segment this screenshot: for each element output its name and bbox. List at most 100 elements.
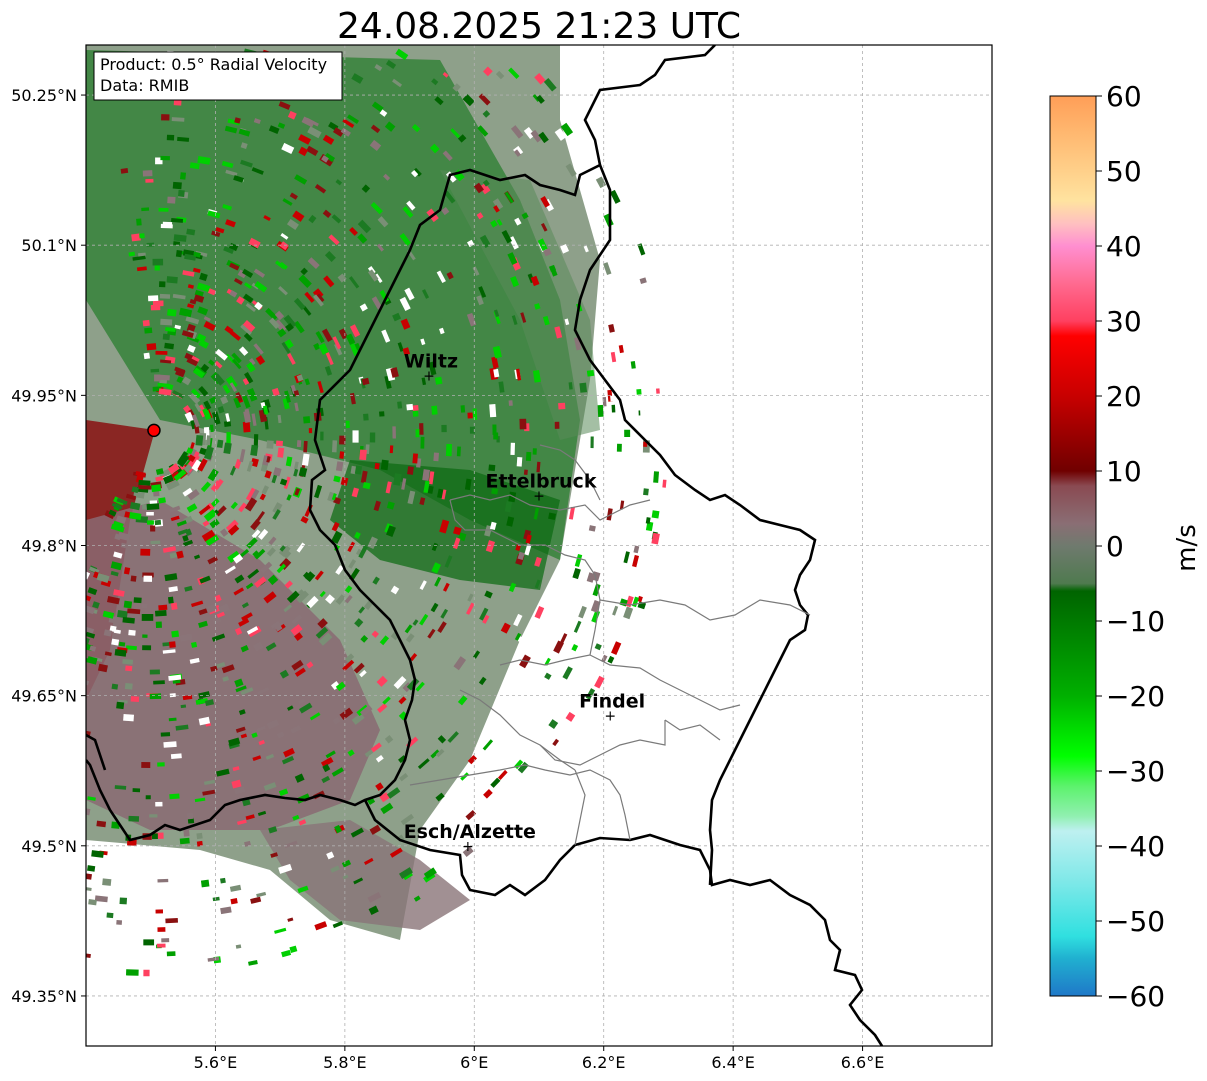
echo-bin: [266, 547, 276, 557]
echo-bin: [187, 284, 194, 289]
echo-bin: [285, 322, 294, 332]
echo-bin: [173, 469, 187, 482]
echo-bin: [234, 117, 241, 124]
echo-bin: [370, 124, 381, 134]
colorbar-bar: [1049, 95, 1097, 997]
echo-bin: [166, 308, 177, 317]
city-marker: +: [462, 839, 474, 855]
echo-bin: [182, 539, 194, 547]
echo-bin: [165, 479, 180, 491]
echo-bin: [264, 470, 272, 479]
echo-bin: [431, 542, 438, 552]
echo-bin: [137, 484, 152, 490]
echo-bin: [340, 127, 351, 137]
echo-bin: [293, 297, 306, 311]
country-border-south: [363, 799, 884, 1046]
echo-bin: [489, 404, 497, 418]
y-tick-label: 49.5°N: [21, 837, 77, 856]
echo-bin: [500, 622, 511, 634]
echo-bin: [301, 453, 310, 466]
echo-bin: [554, 326, 563, 339]
echo-bin: [433, 452, 440, 462]
echo-bin: [334, 824, 342, 834]
echo-bin: [225, 413, 231, 422]
echo-bin: [209, 424, 214, 433]
echo-bin: [250, 896, 262, 904]
echo-bin: [306, 661, 314, 669]
echo-bin: [89, 566, 100, 574]
echo-bin: [243, 282, 253, 290]
echo-bin: [278, 863, 293, 874]
echo-bin: [325, 352, 334, 366]
echo-bin: [397, 342, 404, 352]
echo-bin: [182, 270, 195, 277]
echo-bin: [349, 392, 356, 405]
echo-bin: [291, 659, 304, 671]
echo-bin: [633, 545, 640, 554]
echo-bin: [109, 625, 117, 633]
echo-bin: [377, 216, 389, 228]
echo-bin: [170, 602, 178, 610]
echo-bin: [246, 626, 259, 635]
echo-bin: [224, 125, 238, 134]
echo-bin: [533, 507, 540, 520]
echo-bin: [87, 865, 96, 872]
canton-borders: [409, 444, 811, 846]
echo-bin: [124, 683, 133, 690]
echo-bin: [184, 253, 197, 261]
echo-bin: [372, 576, 380, 585]
echo-bin: [306, 145, 319, 157]
echo-bin: [242, 293, 254, 304]
echo-bin: [462, 94, 475, 107]
echo-bin: [294, 632, 303, 642]
echo-bin: [431, 78, 439, 86]
echo-bin: [491, 356, 499, 369]
echo-bin: [287, 352, 296, 365]
echo-bin: [379, 635, 390, 646]
echo-bin: [122, 658, 134, 665]
echo-bin: [114, 785, 127, 790]
echo-bin: [398, 711, 408, 721]
echo-bin: [504, 191, 514, 204]
echo-bin: [363, 857, 374, 865]
colorbar-tick-label: 30: [1106, 305, 1142, 338]
echo-bin: [483, 789, 493, 799]
echo-bin: [594, 675, 605, 689]
echo-bin: [392, 312, 402, 322]
echo-bin: [198, 691, 211, 699]
echo-bin: [229, 382, 238, 392]
echo-bin: [173, 99, 182, 106]
echo-bin: [385, 59, 397, 70]
echo-bin: [517, 551, 525, 561]
echo-bin: [196, 840, 203, 847]
echo-bin: [281, 142, 295, 154]
echo-bin: [559, 633, 568, 645]
echo-bin: [270, 852, 278, 858]
echo-bin: [314, 484, 323, 499]
echo-bin: [510, 442, 516, 455]
echo-bin: [476, 295, 484, 306]
echo-bin: [420, 436, 425, 449]
echo-bin: [375, 754, 384, 763]
echo-bin: [523, 126, 536, 140]
echo-bin: [215, 348, 228, 361]
echo-bin: [146, 503, 160, 511]
echo-bin: [240, 687, 254, 696]
echo-bin: [242, 320, 256, 333]
echo-bin: [554, 128, 567, 141]
echo-bin: [255, 511, 266, 523]
echo-bin: [182, 917, 193, 924]
echo-bin: [283, 604, 293, 613]
echo-bin: [492, 198, 504, 210]
echo-bin: [200, 879, 210, 888]
echo-bin: [212, 617, 222, 625]
echo-bin: [293, 320, 305, 334]
echo-bin: [289, 945, 298, 953]
echo-bin: [139, 233, 145, 239]
echo-bin: [534, 605, 545, 619]
echo-bin: [332, 336, 342, 350]
echo-bin: [504, 500, 513, 513]
echo-bin: [176, 376, 184, 384]
echo-bin: [143, 969, 150, 977]
echo-bin: [652, 400, 657, 413]
